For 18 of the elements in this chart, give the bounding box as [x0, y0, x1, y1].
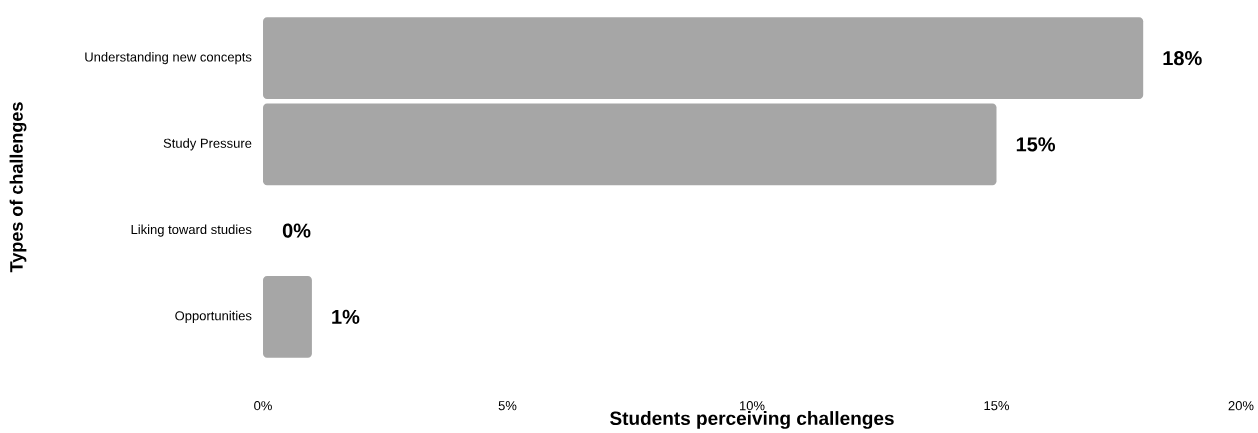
y-tick-label: Liking toward studies: [131, 224, 252, 237]
y-axis-title: Types of challenges: [9, 102, 27, 273]
bar: [263, 275, 312, 358]
x-tick-label: 10%: [740, 401, 765, 411]
data-label: 15%: [1016, 137, 1056, 152]
x-tick-label: 15%: [984, 401, 1010, 411]
y-tick-label: Opportunities: [175, 310, 252, 323]
bar: [263, 103, 997, 186]
data-label: 0%: [282, 223, 311, 238]
x-tick-label: 0%: [254, 401, 272, 411]
bar: [263, 17, 1144, 100]
y-tick-label: Study Pressure: [163, 138, 252, 151]
x-tick-label: 20%: [1228, 401, 1254, 411]
data-label: 1%: [332, 309, 360, 324]
x-axis-title: Students perceiving challenges: [610, 411, 894, 429]
x-tick-label: 5%: [498, 401, 517, 411]
data-label: 18%: [1163, 51, 1202, 66]
y-tick-label: Understanding new concepts: [85, 52, 252, 65]
